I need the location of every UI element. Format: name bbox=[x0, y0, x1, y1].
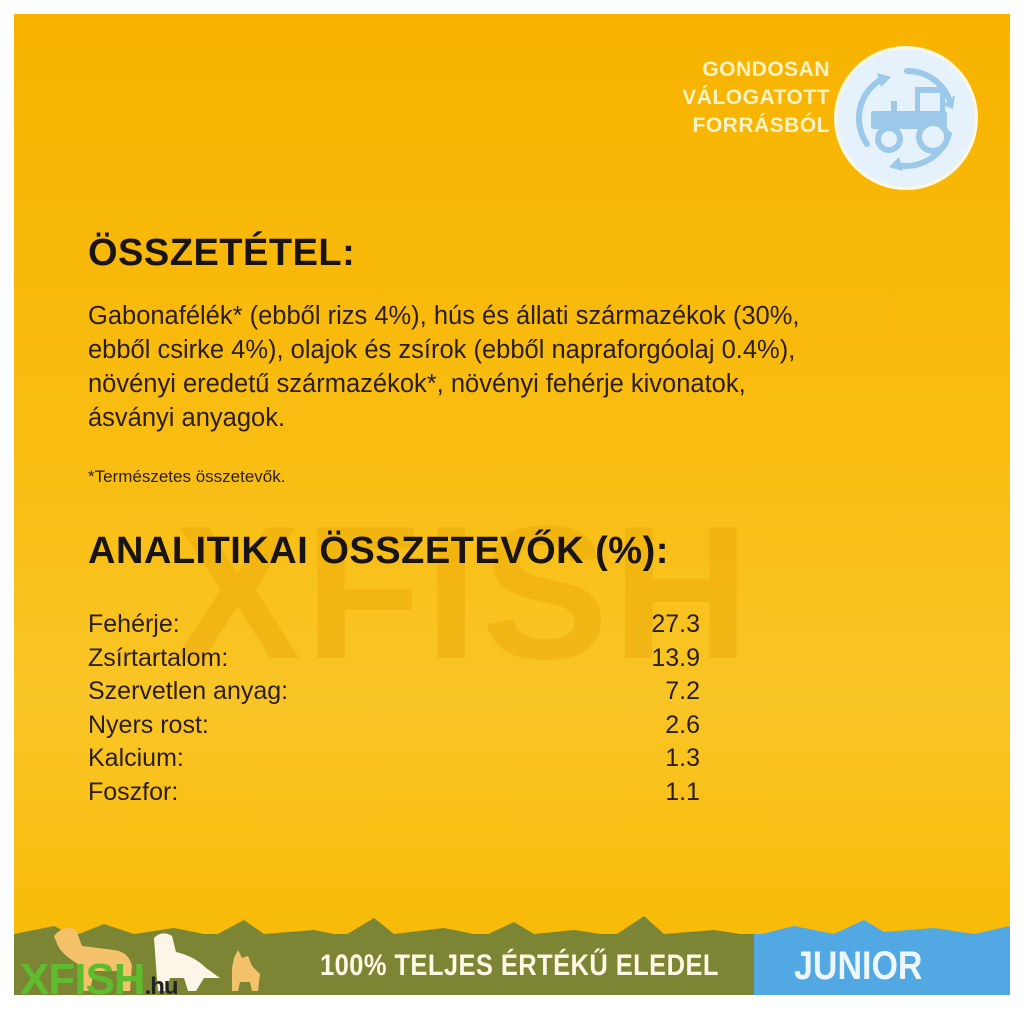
banner-blue-section bbox=[754, 934, 1010, 995]
sourcing-badge-text: GONDOSAN VÁLOGATOTT FORRÁSBÓL bbox=[634, 56, 830, 140]
dog-silhouettes-icon bbox=[54, 928, 260, 991]
table-row: Zsírtartalom: 13.9 bbox=[88, 642, 700, 676]
table-row: Szervetlen anyag: 7.2 bbox=[88, 675, 700, 709]
row-value: 1.3 bbox=[665, 744, 700, 773]
tractor-recycle-icon bbox=[834, 46, 978, 190]
ingredients-line: ásványi anyagok. bbox=[88, 404, 286, 432]
logo-main: XFISH bbox=[20, 955, 146, 1004]
badge-line: FORRÁSBÓL bbox=[692, 114, 830, 137]
badge-line: GONDOSAN bbox=[702, 58, 830, 81]
junior-tag: JUNIOR bbox=[794, 944, 923, 988]
composition-title: ÖSSZETÉTEL: bbox=[88, 232, 356, 274]
row-value: 13.9 bbox=[651, 643, 700, 672]
row-label: Zsírtartalom: bbox=[88, 643, 229, 672]
row-label: Nyers rost: bbox=[88, 710, 209, 739]
badge-line: VÁLOGATOTT bbox=[682, 86, 830, 109]
table-row: Fehérje: 27.3 bbox=[88, 608, 700, 642]
ingredients-line: növényi eredetű származékok*, növényi fe… bbox=[88, 370, 746, 398]
table-row: Nyers rost: 2.6 bbox=[88, 709, 700, 743]
bottom-banner: 100% TELJES ÉRTÉKŰ ELEDEL JUNIOR bbox=[14, 916, 1010, 995]
product-label-panel: XFISH GONDOSAN VÁLOGATOTT FORRÁSBÓL bbox=[14, 14, 1010, 995]
row-value: 27.3 bbox=[651, 610, 700, 638]
row-value: 2.6 bbox=[665, 710, 700, 739]
logo-suffix: .hu bbox=[144, 973, 179, 1000]
banner-green-section bbox=[14, 934, 754, 995]
watermark: XFISH bbox=[174, 487, 754, 699]
ingredients-line: Gabonafélék* (ebből rizs 4%), hús és áll… bbox=[88, 302, 800, 330]
complete-food-label: 100% TELJES ÉRTÉKŰ ELEDEL bbox=[320, 949, 719, 982]
row-value: 7.2 bbox=[665, 677, 700, 706]
ingredients-text: Gabonafélék* (ebből rizs 4%), hús és áll… bbox=[88, 299, 800, 435]
row-label: Kalcium: bbox=[88, 744, 184, 773]
row-value: 1.1 bbox=[665, 777, 700, 806]
row-label: Szervetlen anyag: bbox=[88, 677, 289, 706]
ingredients-line: ebből csirke 4%), olajok és zsírok (ebbő… bbox=[88, 336, 796, 364]
xfish-logo: XFISH.hu bbox=[20, 955, 179, 1005]
table-row: Foszfor: 1.1 bbox=[88, 776, 700, 810]
footnote: *Természetes összetevők. bbox=[88, 467, 286, 486]
analytics-table: Fehérje: 27.3 Zsírtartalom: 13.9 Szervetle… bbox=[88, 608, 700, 810]
analytics-title: ANALITIKAI ÖSSZETEVŐK (%): bbox=[88, 530, 669, 572]
row-label: Fehérje: bbox=[88, 610, 180, 638]
table-row: Kalcium: 1.3 bbox=[88, 742, 700, 776]
row-label: Foszfor: bbox=[88, 777, 179, 806]
